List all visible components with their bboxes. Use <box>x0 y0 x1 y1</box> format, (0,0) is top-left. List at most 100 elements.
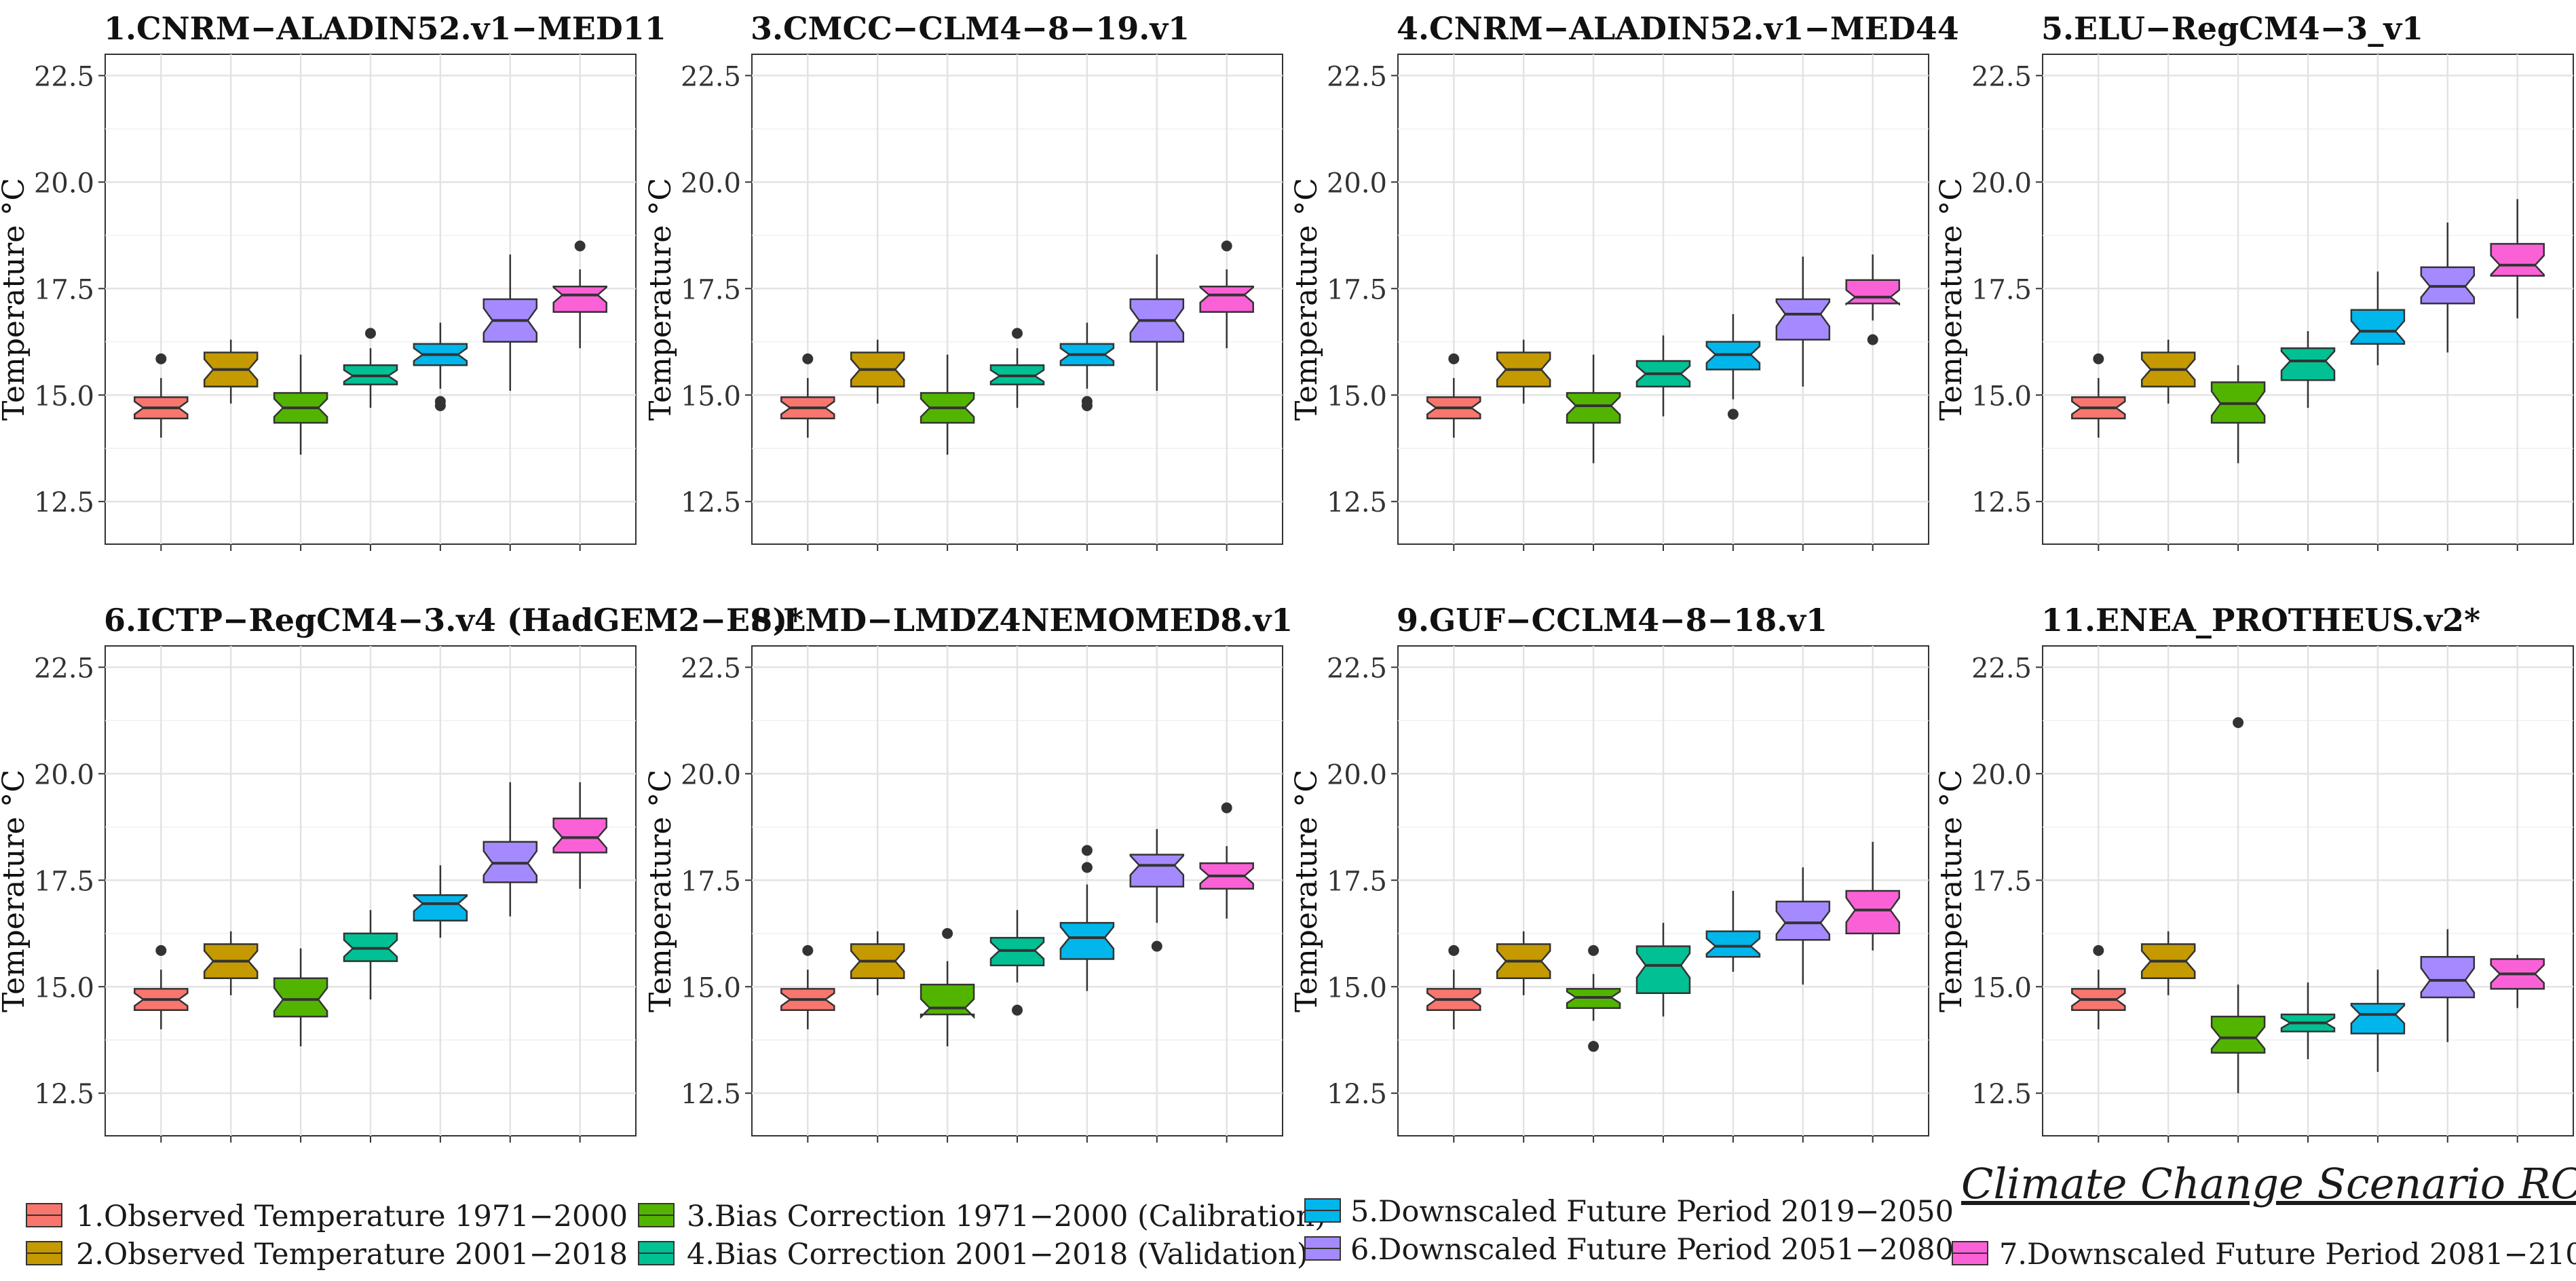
box-body <box>273 977 328 1018</box>
y-axis-label: Temperature °C <box>1289 178 1324 421</box>
y-tick-label: 15.0 <box>34 381 94 412</box>
legend-swatch-4 <box>638 1241 675 1265</box>
y-tick-label: 12.5 <box>34 487 94 518</box>
y-tick-label: 12.5 <box>681 487 741 518</box>
outlier-point <box>1221 802 1232 814</box>
y-tick-label: 17.5 <box>1327 866 1387 897</box>
outlier-point <box>434 400 446 411</box>
outlier-point <box>155 944 167 956</box>
legend-label-2: 2.Observed Temperature 2001−2018 <box>76 1238 628 1272</box>
legend-label-7: 7.Downscaled Future Period 2081−2100 <box>1999 1238 2576 1272</box>
box-body <box>1199 285 1254 313</box>
y-tick-label: 20.0 <box>34 759 94 790</box>
box-body <box>1775 298 1831 341</box>
box-body <box>2210 1015 2266 1054</box>
y-axis-label: Temperature °C <box>0 769 31 1012</box>
box-3 <box>920 928 975 1047</box>
box-4 <box>989 328 1045 408</box>
panel-title: 3.CMCC−CLM4−8−19.v1 <box>751 10 1190 47</box>
outlier-point <box>155 353 167 364</box>
y-axis-label: Temperature °C <box>0 178 31 421</box>
box-body <box>1845 279 1900 306</box>
legend-label-6: 6.Downscaled Future Period 2051−2080 <box>1350 1233 1954 1267</box>
y-axis-label: Temperature °C <box>643 769 678 1012</box>
box-body <box>1705 930 1761 958</box>
outlier-point <box>1867 334 1878 345</box>
outlier-point <box>1448 944 1460 956</box>
box-2 <box>1496 931 1551 995</box>
box-1 <box>134 944 189 1030</box>
box-body <box>2280 347 2336 381</box>
y-tick-label: 17.5 <box>1327 274 1387 305</box>
y-tick-label: 20.0 <box>1327 759 1387 790</box>
box-1 <box>134 353 189 438</box>
panel-7: 9.GUF−CCLM4−8−18.v1 12.5 15.0 17.5 20.0 22.5 T… <box>1289 602 1929 1143</box>
box-1 <box>2071 353 2126 438</box>
box-body <box>2350 1003 2406 1035</box>
outlier-point <box>1448 353 1460 364</box>
panel-6: 8.LMD−LMDZ4NEMOMED8.v1 12.5 15.0 17.5 20.0 22… <box>643 602 1293 1143</box>
legend-swatch-7 <box>1952 1241 1988 1265</box>
y-tick-label: 20.0 <box>1971 759 2032 790</box>
y-axis-label: Temperature °C <box>1934 769 1969 1012</box>
box-3 <box>2210 365 2266 463</box>
box-4 <box>989 910 1045 1016</box>
legend-swatch-1 <box>26 1203 62 1227</box>
panel-4: 5.ELU−RegCM4−3_v1 12.5 15.0 17.5 20.0 22.5 Tem… <box>1934 10 2574 551</box>
y-tick-label: 15.0 <box>34 972 94 1003</box>
y-tick-label: 15.0 <box>1327 972 1387 1003</box>
box-2 <box>2140 931 2196 995</box>
legend-swatch-6 <box>1304 1236 1341 1261</box>
y-tick-label: 17.5 <box>681 866 741 897</box>
box-6 <box>2420 929 2476 1042</box>
box-body <box>552 285 607 313</box>
box-6 <box>482 254 538 391</box>
outlier-point <box>1221 240 1232 252</box>
outlier-point <box>1081 862 1093 873</box>
legend-swatch-5 <box>1304 1198 1341 1223</box>
y-tick-label: 22.5 <box>34 653 94 684</box>
y-tick-label: 20.0 <box>1971 168 2032 199</box>
y-tick-label: 17.5 <box>34 274 94 305</box>
y-tick-label: 12.5 <box>1971 487 2032 518</box>
box-1 <box>1426 353 1481 438</box>
y-tick-label: 22.5 <box>34 61 94 92</box>
box-1 <box>2071 944 2126 1030</box>
box-4 <box>2280 982 2336 1059</box>
y-axis-label: Temperature °C <box>643 178 678 421</box>
box-6 <box>1129 254 1185 391</box>
box-2 <box>850 339 905 404</box>
y-tick-label: 12.5 <box>1327 1079 1387 1110</box>
box-6 <box>2420 222 2476 353</box>
panel-3: 4.CNRM−ALADIN52.v1−MED44 12.5 15.0 17.5 20.0… <box>1289 10 1959 551</box>
outlier-point <box>574 240 586 252</box>
box-6 <box>482 782 538 917</box>
panel-title: 9.GUF−CCLM4−8−18.v1 <box>1397 602 1827 638</box>
box-3 <box>2210 717 2266 1094</box>
box-2 <box>850 931 905 995</box>
y-tick-label: 22.5 <box>1327 61 1387 92</box>
box-6 <box>1775 867 1831 985</box>
y-tick-label: 17.5 <box>1971 866 2032 897</box>
outlier-point <box>802 353 814 364</box>
box-7 <box>1199 240 1254 349</box>
y-tick-label: 22.5 <box>1971 61 2032 92</box>
box-3 <box>273 948 328 1047</box>
panel-2: 3.CMCC−CLM4−8−19.v1 12.5 15.0 17.5 20.0 22.5 T… <box>643 10 1283 551</box>
box-body <box>1059 921 1115 960</box>
box-body <box>1129 854 1185 887</box>
panel-8: 11.ENEA_PROTHEUS.v2* 12.5 15.0 17.5 20.0 22.5… <box>1934 602 2574 1143</box>
box-1 <box>780 944 835 1030</box>
y-tick-label: 20.0 <box>681 168 741 199</box>
box-5 <box>1705 313 1761 420</box>
y-tick-label: 15.0 <box>681 381 741 412</box>
box-body <box>2490 243 2545 277</box>
box-7 <box>1845 254 1900 345</box>
y-tick-label: 22.5 <box>1971 653 2032 684</box>
legend-swatch-3 <box>638 1203 675 1227</box>
outlier-point <box>1012 328 1023 339</box>
box-5 <box>1705 891 1761 972</box>
panel-1: 1.CNRM−ALADIN52.v1−MED11 12.5 15.0 17.5 20.0… <box>0 10 666 551</box>
box-2 <box>203 339 259 404</box>
y-tick-label: 20.0 <box>681 759 741 790</box>
